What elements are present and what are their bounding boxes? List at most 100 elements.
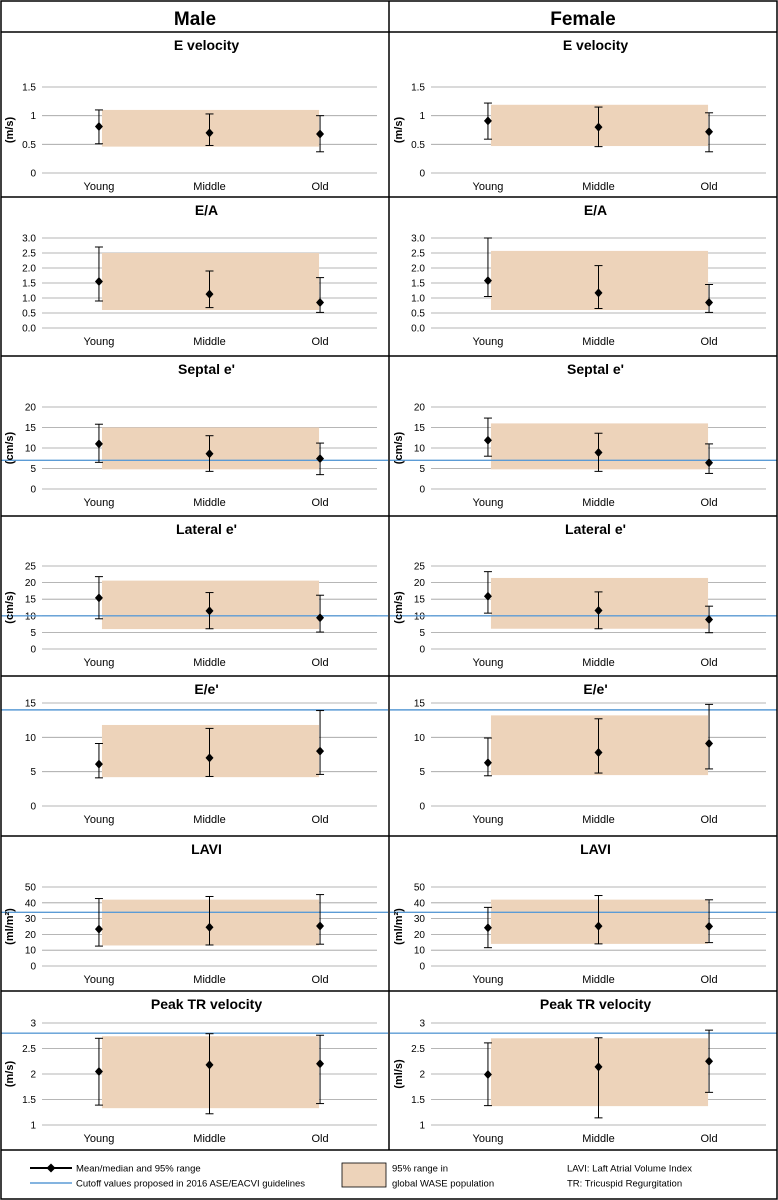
- category-label-middle: Middle: [582, 336, 614, 348]
- panel-peak-tr-velocity-female: 1 1.5 2 2.5 3 Young Middle Old Peak TR velocity (…: [390, 996, 777, 1145]
- band-95-range: [101, 1036, 320, 1109]
- y-tick-label: 10: [414, 946, 426, 957]
- y-tick-label: 40: [414, 898, 426, 909]
- y-tick-label: 20: [25, 403, 37, 414]
- legend-abbr-lavi: LAVI: Laft Atrial Volume Index: [567, 1164, 692, 1175]
- data-point-young: [94, 593, 103, 603]
- y-tick-label: 1.5: [411, 279, 425, 290]
- band-95-range: [490, 715, 709, 776]
- y-tick-label: 0: [30, 962, 36, 973]
- category-label-old: Old: [700, 974, 717, 986]
- category-label-young: Young: [473, 1133, 504, 1145]
- y-axis-label: (ml/m²): [393, 908, 405, 945]
- category-label-middle: Middle: [582, 974, 614, 986]
- panel-title: E/e': [583, 681, 607, 697]
- band-95-range: [101, 253, 320, 310]
- data-point-young: [94, 122, 103, 132]
- panel-title: Peak TR velocity: [151, 996, 262, 1012]
- data-point-middle: [205, 128, 214, 138]
- data-point-middle: [594, 747, 603, 757]
- data-point-young: [94, 759, 103, 769]
- category-label-old: Old: [700, 814, 717, 826]
- category-label-middle: Middle: [193, 336, 225, 348]
- panel-e-a-male: 0.0 0.5 1.0 1.5 2.0 2.5 3.0 Young Middle Old E/A: [22, 202, 377, 348]
- category-label-young: Young: [84, 497, 115, 509]
- data-point-middle: [205, 606, 214, 616]
- data-point-middle: [205, 449, 214, 459]
- y-tick-label: 5: [419, 767, 425, 778]
- category-label-old: Old: [311, 181, 328, 193]
- panel-e-a-female: 0.0 0.5 1.0 1.5 2.0 2.5 3.0 Young Middle Old E/A: [411, 202, 766, 348]
- category-label-old: Old: [311, 1133, 328, 1145]
- y-tick-label: 50: [25, 883, 37, 894]
- panel-septal-e-female: 0 5 10 15 20 Young Middle Old Septal e' (cm/s): [390, 361, 777, 509]
- y-tick-label: 15: [25, 699, 37, 710]
- data-point-old: [705, 614, 714, 624]
- category-label-middle: Middle: [582, 181, 614, 193]
- data-point-middle: [205, 289, 214, 299]
- header-male: Male: [174, 9, 216, 30]
- y-axis-label: (m/s): [393, 117, 405, 144]
- category-label-young: Young: [84, 336, 115, 348]
- y-tick-label: 1.0: [22, 294, 36, 305]
- category-label-old: Old: [700, 181, 717, 193]
- category-label-middle: Middle: [193, 1133, 225, 1145]
- band-95-range: [101, 109, 320, 147]
- y-tick-label: 0.5: [411, 140, 425, 151]
- panel-title: LAVI: [580, 841, 611, 857]
- category-label-young: Young: [473, 181, 504, 193]
- category-label-young: Young: [84, 1133, 115, 1145]
- y-axis-label: (ml/m²): [4, 908, 16, 945]
- y-tick-label: 10: [25, 444, 37, 455]
- y-tick-label: 2.5: [22, 1044, 36, 1055]
- legend-diamond-icon: [46, 1163, 56, 1173]
- category-label-old: Old: [311, 814, 328, 826]
- y-tick-label: 2: [419, 1070, 425, 1081]
- panel-peak-tr-velocity-male: 1 1.5 2 2.5 3 Young Middle Old Peak TR velocity (…: [1, 996, 388, 1145]
- legend-abbr-tr: TR: Tricuspid Regurgitation: [567, 1179, 682, 1190]
- data-point-young: [94, 439, 103, 449]
- legend-cutoff-label: Cutoff values proposed in 2016 ASE/EACVI…: [76, 1179, 305, 1190]
- y-tick-label: 10: [414, 444, 426, 455]
- y-tick-label: 15: [414, 423, 426, 434]
- panels-container: 0 0.5 1 1.5 Young Middle Old E velocity (m/s) 0 0.…: [1, 37, 777, 1145]
- band-95-range: [101, 427, 320, 470]
- category-label-middle: Middle: [193, 814, 225, 826]
- panel-e-velocity-male: 0 0.5 1 1.5 Young Middle Old E velocity (m/s): [4, 37, 377, 193]
- category-label-young: Young: [473, 657, 504, 669]
- category-label-middle: Middle: [582, 657, 614, 669]
- panel-lavi-male: 0 10 20 30 40 50 Young Middle Old LAVI (ml/m²): [1, 841, 388, 986]
- y-tick-label: 0: [419, 962, 425, 973]
- y-tick-label: 40: [25, 898, 37, 909]
- band-95-range: [101, 899, 320, 946]
- y-tick-label: 2.5: [411, 1044, 425, 1055]
- category-label-old: Old: [700, 1133, 717, 1145]
- y-tick-label: 0.5: [22, 140, 36, 151]
- category-label-young: Young: [84, 181, 115, 193]
- y-tick-label: 10: [414, 611, 426, 622]
- y-tick-label: 0: [419, 802, 425, 813]
- legend-band-swatch: [341, 1162, 387, 1188]
- y-tick-label: 0: [30, 645, 36, 656]
- category-label-old: Old: [700, 336, 717, 348]
- y-tick-label: 0.0: [411, 324, 425, 335]
- data-point-middle: [205, 922, 214, 932]
- y-tick-label: 20: [414, 403, 426, 414]
- panel-title: E/A: [584, 202, 607, 218]
- panel-lateral-e-male: 0 5 10 15 20 25 Young Middle Old Lateral e' (cm/s): [1, 521, 388, 669]
- y-tick-label: 15: [414, 595, 426, 606]
- y-tick-label: 1: [419, 1121, 425, 1132]
- y-tick-label: 1.5: [411, 1095, 425, 1106]
- panel-title: Septal e': [567, 361, 624, 377]
- y-tick-label: 1.5: [22, 1095, 36, 1106]
- data-point-old: [316, 746, 325, 756]
- y-tick-label: 10: [25, 611, 37, 622]
- y-tick-label: 1: [419, 111, 425, 122]
- category-label-middle: Middle: [582, 814, 614, 826]
- panel-title: Septal e': [178, 361, 235, 377]
- y-tick-label: 20: [414, 578, 426, 589]
- data-point-young: [94, 924, 103, 934]
- y-tick-label: 1.0: [411, 294, 425, 305]
